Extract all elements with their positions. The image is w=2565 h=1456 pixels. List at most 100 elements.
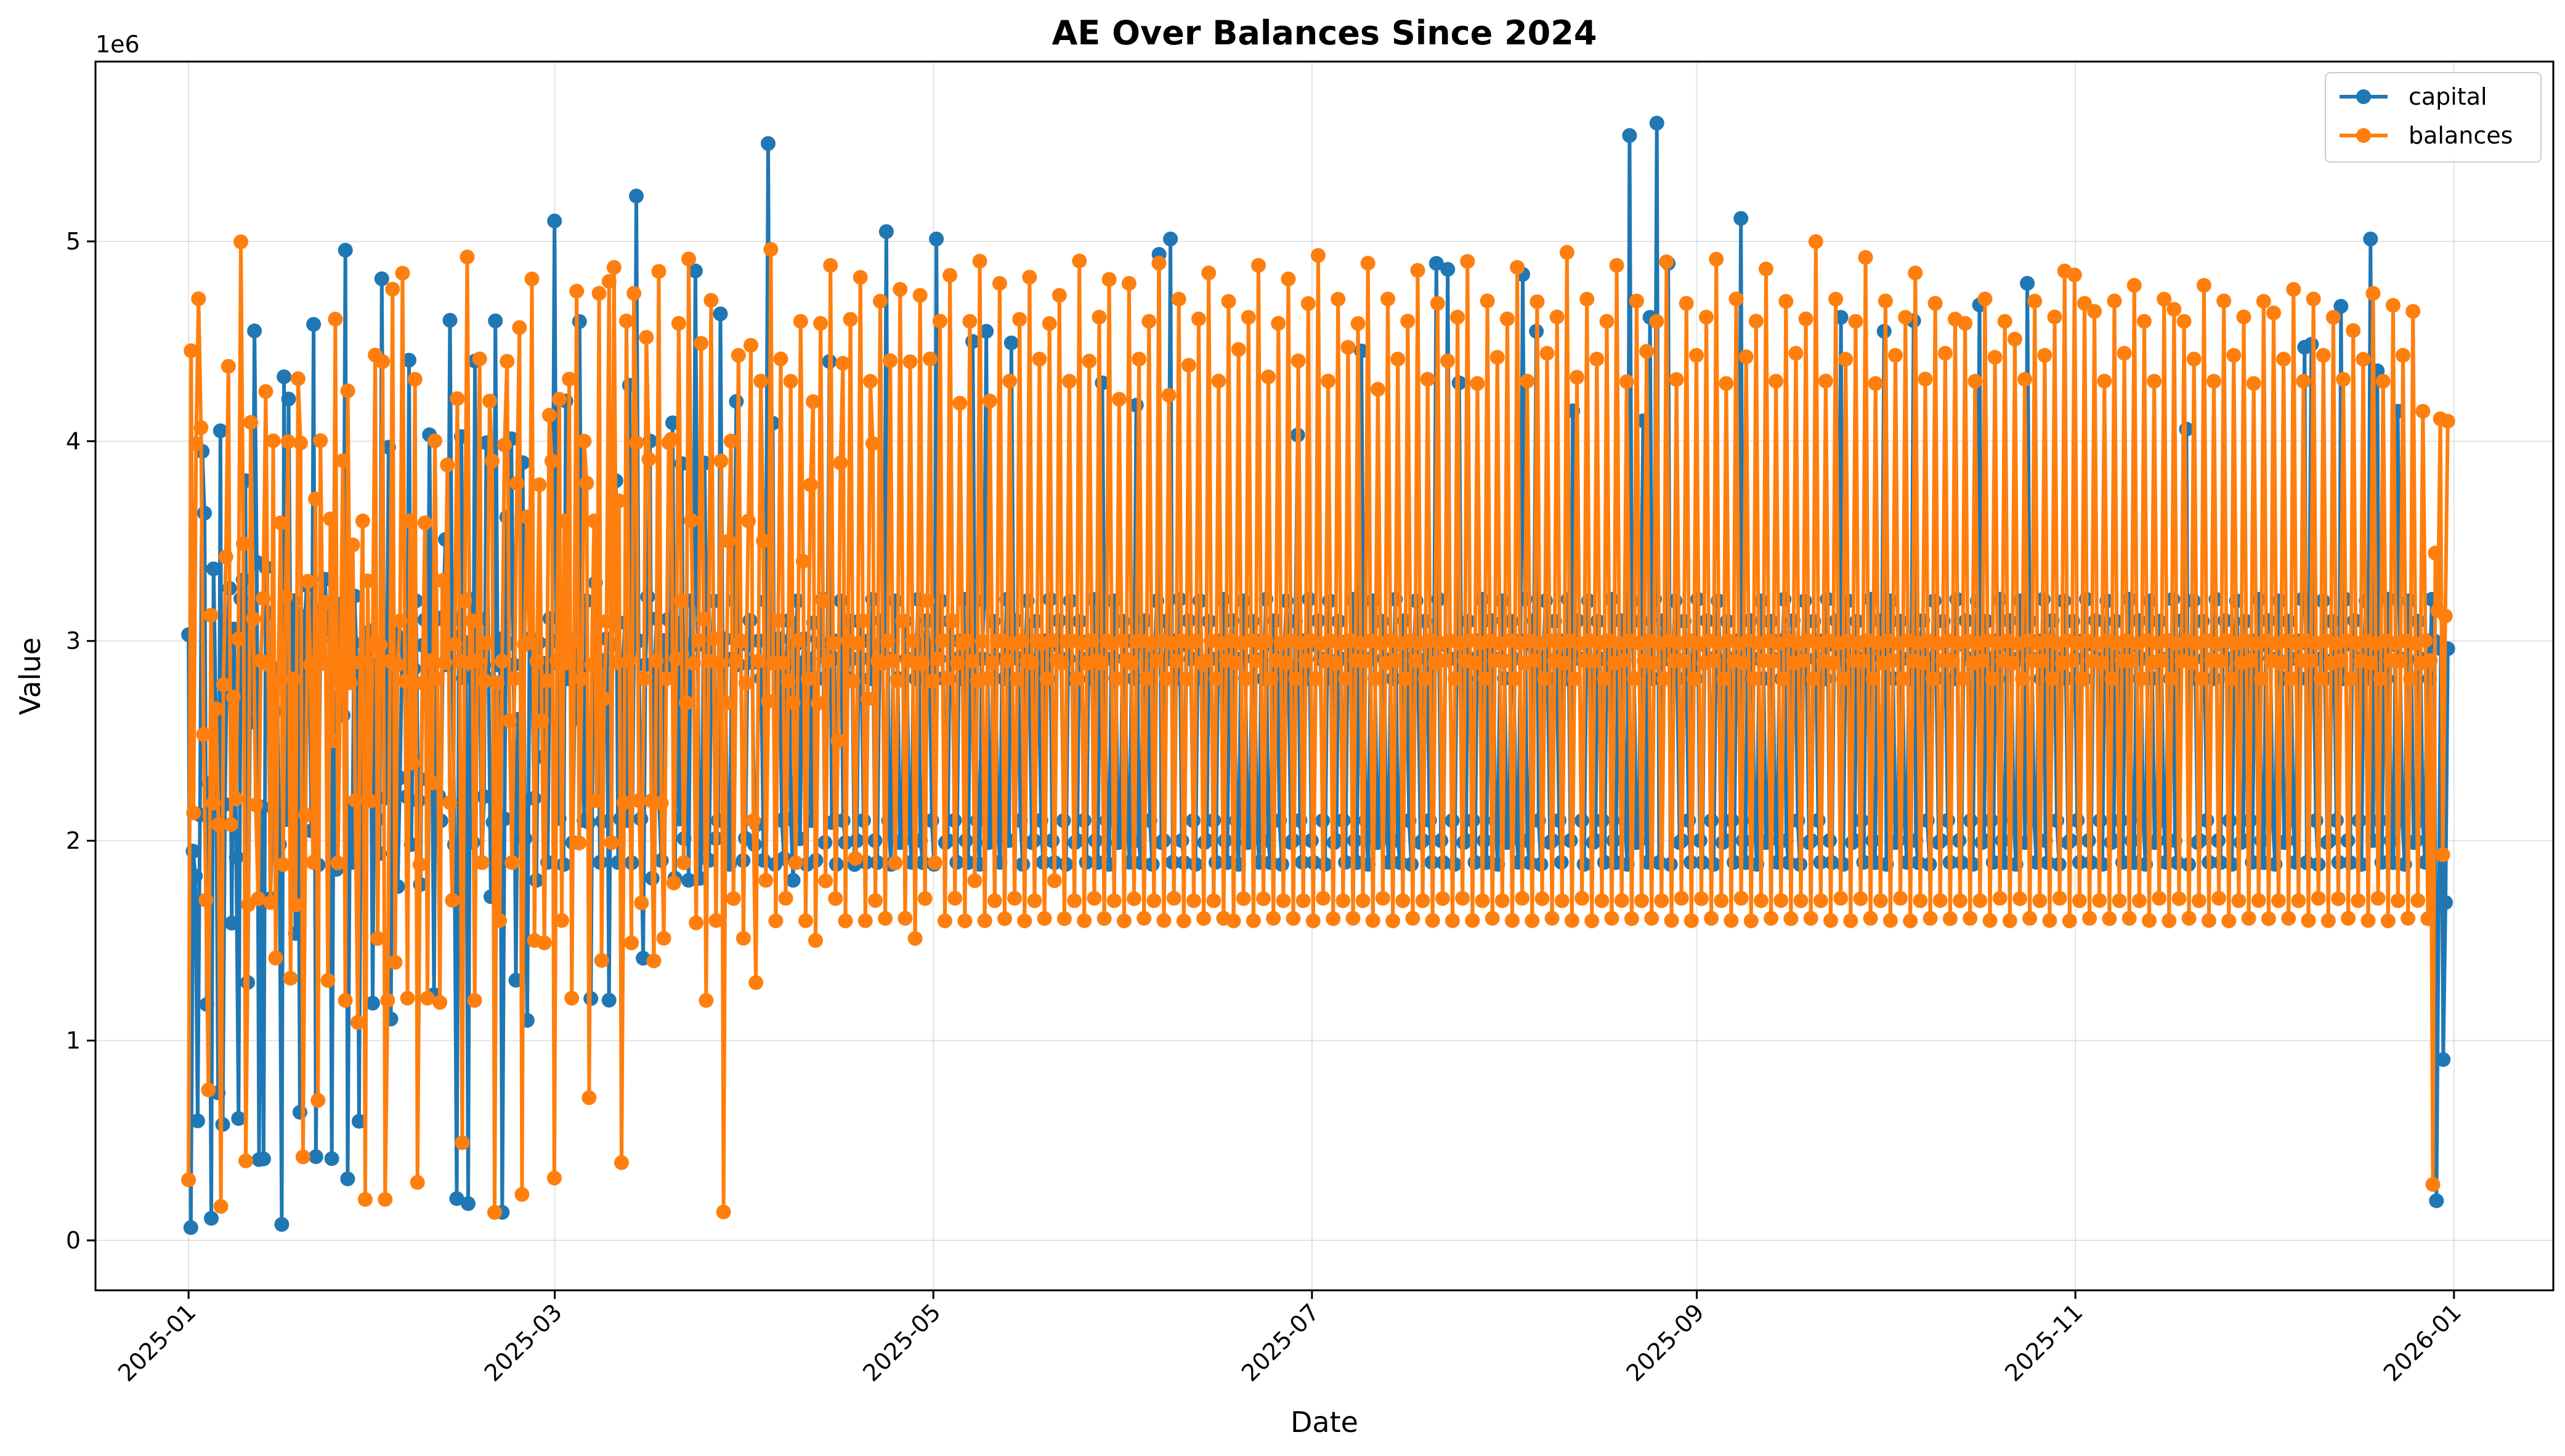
data-point-balances bbox=[338, 993, 353, 1008]
data-point-balances bbox=[853, 270, 868, 285]
data-point-balances bbox=[509, 475, 525, 491]
data-point-balances bbox=[2202, 913, 2216, 928]
data-point-balances bbox=[987, 893, 1002, 908]
data-point-balances bbox=[455, 1135, 470, 1151]
data-point-balances bbox=[1176, 913, 1191, 929]
data-point-balances bbox=[2157, 291, 2172, 307]
data-point-balances bbox=[1893, 891, 1908, 906]
data-point-balances bbox=[1405, 911, 1420, 926]
data-point-balances bbox=[945, 613, 960, 628]
data-point-balances bbox=[1027, 893, 1042, 908]
data-point-balances bbox=[2356, 352, 2371, 367]
data-point-balances bbox=[2403, 671, 2418, 686]
data-point-balances bbox=[497, 437, 513, 453]
data-point-balances bbox=[1913, 893, 1928, 908]
data-point-balances bbox=[1489, 350, 1505, 365]
data-point-balances bbox=[193, 420, 209, 435]
data-point-balances bbox=[1868, 376, 1883, 391]
data-point-balances bbox=[609, 655, 624, 671]
data-point-balances bbox=[1251, 257, 1266, 273]
data-point-balances bbox=[1398, 671, 1413, 686]
data-point-balances bbox=[1805, 671, 1821, 686]
data-point-capital bbox=[2429, 1193, 2444, 1208]
data-point-balances bbox=[539, 673, 554, 689]
data-point-balances bbox=[982, 394, 997, 409]
data-point-capital bbox=[629, 188, 644, 204]
data-point-balances bbox=[2390, 893, 2405, 908]
data-point-balances bbox=[1151, 256, 1167, 271]
data-point-balances bbox=[273, 516, 288, 530]
data-point-balances bbox=[1549, 309, 1565, 325]
data-point-balances bbox=[940, 671, 955, 686]
data-point-balances bbox=[1358, 653, 1373, 669]
data-point-balances bbox=[1937, 346, 1953, 361]
data-point-balances bbox=[711, 655, 726, 671]
data-point-capital bbox=[449, 1191, 464, 1207]
data-point-balances bbox=[2186, 352, 2202, 366]
data-point-balances bbox=[1437, 653, 1453, 668]
data-point-balances bbox=[691, 633, 707, 648]
data-point-balances bbox=[1408, 653, 1423, 669]
data-point-balances bbox=[1803, 911, 1818, 926]
data-point-balances bbox=[2440, 413, 2455, 429]
data-point-balances bbox=[295, 1149, 310, 1165]
data-point-balances bbox=[967, 873, 983, 888]
data-point-balances bbox=[1166, 891, 1181, 906]
data-point-balances bbox=[1077, 913, 1092, 928]
data-point-capital bbox=[256, 1151, 271, 1167]
data-point-balances bbox=[756, 533, 771, 549]
data-point-balances bbox=[912, 288, 928, 303]
data-point-balances bbox=[524, 271, 540, 286]
data-point-balances bbox=[843, 312, 858, 327]
data-point-balances bbox=[821, 653, 836, 668]
data-point-balances bbox=[878, 911, 893, 926]
data-point-balances bbox=[641, 451, 657, 467]
data-point-balances bbox=[763, 241, 779, 257]
data-point-capital bbox=[365, 995, 380, 1011]
data-point-balances bbox=[392, 613, 408, 628]
data-point-balances bbox=[673, 593, 689, 609]
y-tick-label: 0 bbox=[66, 1227, 81, 1254]
data-point-balances bbox=[1121, 276, 1137, 291]
data-point-balances bbox=[313, 433, 328, 448]
data-point-balances bbox=[1759, 261, 1773, 277]
data-point-balances bbox=[1764, 911, 1779, 926]
data-point-balances bbox=[855, 613, 870, 628]
data-point-balances bbox=[1975, 653, 1990, 668]
data-point-balances bbox=[1808, 234, 1823, 249]
data-point-balances bbox=[1813, 893, 1828, 908]
data-point-balances bbox=[785, 695, 801, 710]
data-point-balances bbox=[1281, 271, 1296, 286]
data-point-balances bbox=[984, 655, 1000, 671]
data-point-balances bbox=[1310, 248, 1326, 263]
data-point-balances bbox=[263, 895, 278, 910]
data-point-balances bbox=[1709, 251, 1724, 267]
data-point-balances bbox=[236, 536, 251, 551]
data-point-capital bbox=[1622, 128, 1637, 143]
data-point-balances bbox=[803, 477, 818, 493]
data-point-balances bbox=[251, 891, 266, 907]
data-point-balances bbox=[2410, 893, 2426, 908]
data-point-balances bbox=[390, 657, 405, 673]
data-point-balances bbox=[811, 695, 825, 711]
data-point-balances bbox=[1539, 346, 1555, 361]
data-point-balances bbox=[2042, 913, 2057, 928]
data-point-balances bbox=[1415, 893, 1430, 908]
data-point-balances bbox=[1823, 913, 1838, 928]
data-point-balances bbox=[1149, 653, 1164, 669]
data-point-balances bbox=[492, 913, 507, 928]
data-point-balances bbox=[2435, 847, 2450, 862]
data-point-balances bbox=[1445, 913, 1460, 928]
data-point-balances bbox=[1843, 913, 1858, 928]
data-point-balances bbox=[1012, 312, 1027, 327]
data-point-balances bbox=[457, 593, 472, 609]
data-point-balances bbox=[2246, 376, 2261, 391]
data-point-balances bbox=[529, 653, 545, 669]
data-point-balances bbox=[233, 234, 248, 249]
data-point-balances bbox=[748, 975, 764, 990]
data-point-balances bbox=[1688, 347, 1704, 363]
data-point-balances bbox=[1776, 671, 1791, 686]
data-point-balances bbox=[280, 434, 296, 449]
data-point-balances bbox=[1515, 891, 1530, 906]
data-point-balances bbox=[744, 338, 758, 353]
